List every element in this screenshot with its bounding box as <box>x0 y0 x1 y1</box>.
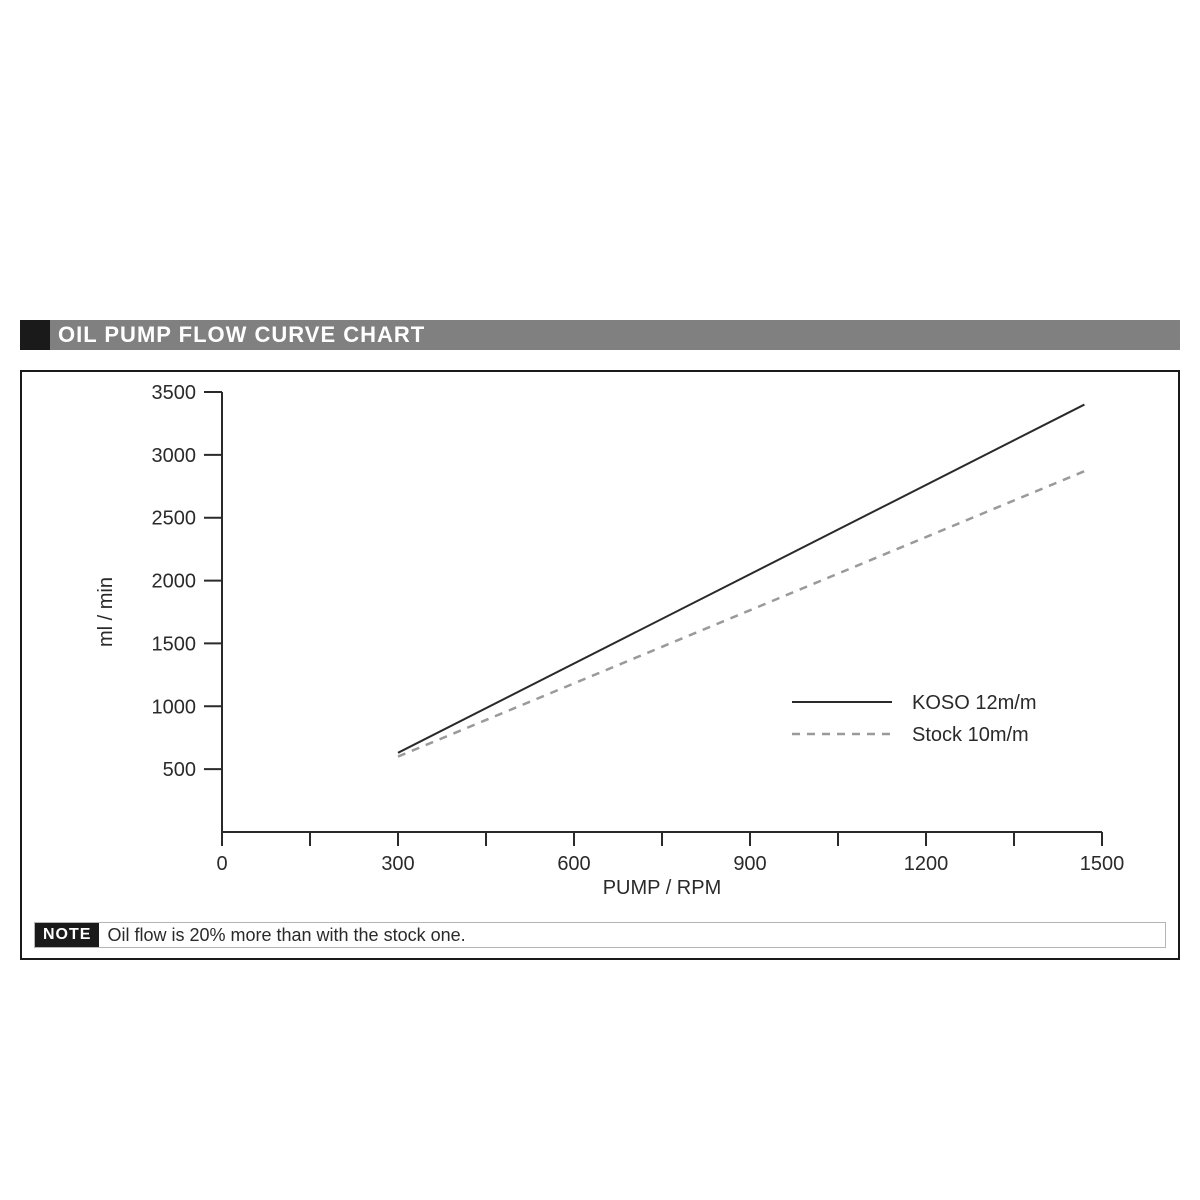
y-tick-label: 1500 <box>152 633 197 655</box>
page: OIL PUMP FLOW CURVE CHART 500 1000 1500 200… <box>0 0 1200 1200</box>
x-tick-label: 1200 <box>904 853 949 875</box>
legend-label: Stock 10m/m <box>912 724 1029 746</box>
y-tick-label: 1000 <box>152 696 197 718</box>
y-tick-label: 2500 <box>152 508 197 530</box>
legend-label: KOSO 12m/m <box>912 692 1036 714</box>
y-tick-label: 2000 <box>152 571 197 593</box>
x-tick-label: 900 <box>733 853 766 875</box>
y-axis-label: ml / min <box>95 577 117 647</box>
note-badge: NOTE <box>35 923 99 947</box>
x-tick-label: 600 <box>557 853 590 875</box>
title-accent-block <box>20 320 50 350</box>
chart-frame: 500 1000 1500 2000 2500 3000 3500 0 300 600 900 120… <box>20 370 1180 960</box>
x-tick-label: 1500 <box>1080 853 1125 875</box>
y-tick-label: 3500 <box>152 382 197 404</box>
note-text: Oil flow is 20% more than with the stock… <box>99 923 1165 947</box>
y-tick-label: 3000 <box>152 445 197 467</box>
x-axis-label: PUMP / RPM <box>603 877 722 899</box>
y-tick-label: 500 <box>163 759 196 781</box>
flow-curve-chart: 500 1000 1500 2000 2500 3000 3500 0 300 600 900 120… <box>22 372 1178 912</box>
chart-title-bar: OIL PUMP FLOW CURVE CHART <box>20 320 1180 350</box>
note-row: NOTE Oil flow is 20% more than with the … <box>34 922 1166 948</box>
chart-title: OIL PUMP FLOW CURVE CHART <box>50 320 1180 350</box>
x-tick-label: 0 <box>216 853 227 875</box>
x-tick-label: 300 <box>381 853 414 875</box>
